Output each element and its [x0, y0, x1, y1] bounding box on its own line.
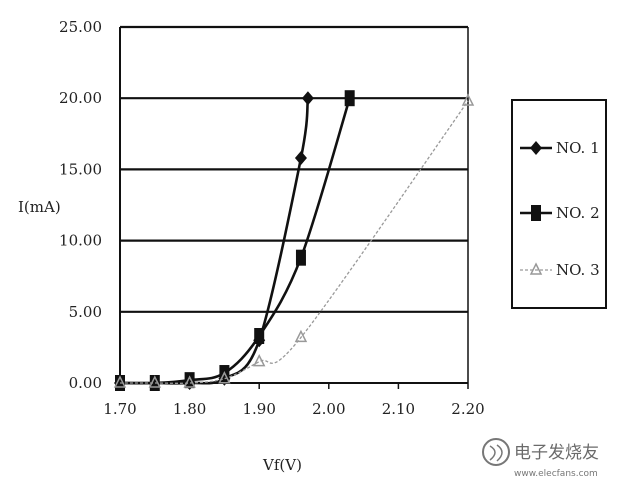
x-tick-label: 2.10	[382, 400, 415, 418]
watermark-logo-mark	[489, 444, 503, 462]
triangle-marker	[529, 262, 543, 275]
watermark-url: www.elecfans.com	[514, 469, 598, 479]
y-tick-label: 10.00	[59, 232, 102, 250]
y-tick-label: 5.00	[69, 303, 102, 321]
x-tick-label: 1.70	[103, 400, 136, 418]
x-tick-label: 1.90	[242, 400, 275, 418]
triangle-marker	[218, 371, 231, 384]
axes	[119, 26, 469, 389]
watermark-text: 电子发烧友	[514, 443, 599, 463]
y-tick-label: 25.00	[59, 18, 102, 36]
square-marker	[531, 205, 541, 221]
triangle-marker	[183, 375, 196, 388]
series-line	[120, 100, 469, 384]
legend: NO. 1 NO. 2 NO. 3	[511, 99, 607, 309]
x-tick-label: 2.20	[451, 400, 484, 418]
triangle-marker	[294, 329, 308, 343]
legend-label: NO. 1	[556, 139, 600, 157]
legend-box	[511, 99, 607, 309]
diamond-marker	[294, 151, 307, 166]
square-marker	[295, 249, 306, 266]
y-tick-label: 15.00	[59, 160, 102, 178]
y-axis-label: I(mA)	[18, 198, 61, 216]
legend-label: NO. 3	[556, 261, 600, 279]
x-tick-label: 1.80	[173, 400, 206, 418]
y-tick-labels: 0.00 5.00 10.00 15.00 20.00 25.00	[59, 18, 102, 392]
x-tick-labels: 1.70 1.80 1.90 2.00 2.10 2.20	[103, 400, 484, 418]
watermark: 电子发烧友 www.elecfans.com	[482, 438, 599, 479]
triangle-marker	[461, 93, 475, 106]
square-marker	[149, 375, 160, 391]
diamond-marker	[530, 141, 542, 155]
diamond-marker	[301, 91, 314, 106]
watermark-logo-icon	[482, 438, 510, 466]
triangle-marker	[252, 353, 266, 367]
square-marker	[254, 328, 265, 345]
legend-label: NO. 2	[556, 204, 600, 222]
gridlines	[120, 25, 468, 313]
triangle-marker	[113, 375, 127, 388]
square-marker	[184, 372, 195, 389]
square-marker	[344, 90, 355, 107]
x-tick-label: 2.00	[312, 400, 345, 418]
triangle-marker	[148, 375, 162, 388]
series-3	[113, 93, 475, 388]
series-group	[113, 90, 475, 391]
x-axis-label: Vf(V)	[262, 456, 302, 474]
y-tick-label: 0.00	[69, 374, 102, 392]
y-tick-label: 20.00	[59, 89, 102, 107]
